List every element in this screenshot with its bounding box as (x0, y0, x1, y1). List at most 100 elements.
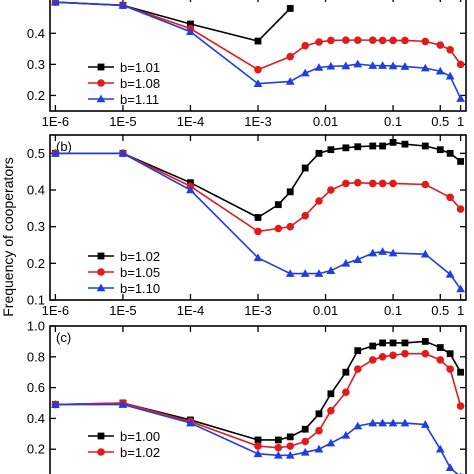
legend-marker (97, 79, 105, 87)
data-point-1 (301, 211, 310, 220)
data-point-1 (446, 45, 454, 54)
data-point-1 (421, 349, 430, 358)
data-point-2 (368, 418, 378, 427)
data-point-0 (401, 339, 409, 347)
y-tick-label: 0.4 (27, 183, 45, 198)
data-point-0 (436, 344, 444, 351)
data-point-2 (300, 269, 310, 277)
data-point-0 (369, 342, 377, 350)
data-point-0 (421, 142, 429, 150)
data-point-1 (446, 193, 454, 202)
legend-marker (97, 432, 105, 440)
y-tick-label: 1.0 (27, 319, 45, 334)
data-point-0 (187, 20, 194, 28)
data-point-2 (445, 269, 455, 278)
y-tick-label: 0.4 (27, 411, 45, 426)
series-group (51, 338, 465, 474)
data-point-2 (456, 94, 465, 102)
y-tick-label: 0.8 (27, 349, 45, 364)
data-point-0 (421, 338, 429, 345)
legend-label: b=1.05 (120, 265, 160, 280)
y-tick-label: 0.4 (27, 26, 45, 41)
y-tick-label: 0.3 (27, 57, 45, 72)
data-point-2 (341, 61, 351, 70)
data-point-0 (274, 201, 282, 209)
y-tick-label: 0.2 (27, 256, 45, 271)
data-point-1 (254, 65, 262, 74)
data-point-0 (327, 146, 335, 154)
data-point-2 (326, 61, 336, 70)
x-tick-label: 0.5 (431, 303, 449, 318)
legend-label: b=1.08 (120, 76, 160, 91)
data-point-1 (353, 365, 362, 373)
data-point-2 (378, 418, 388, 427)
data-point-0 (254, 436, 262, 444)
data-point-0 (436, 146, 444, 154)
data-point-0 (274, 436, 282, 444)
data-point-2 (400, 418, 410, 427)
data-point-2 (378, 247, 388, 255)
data-point-1 (315, 197, 323, 205)
data-point-2 (388, 61, 398, 70)
x-tick-label: 1E-5 (109, 114, 136, 129)
data-point-1 (301, 437, 310, 446)
legend-marker (97, 268, 105, 276)
data-point-0 (401, 140, 409, 148)
legend-marker (96, 283, 106, 292)
x-tick-label: 0.1 (384, 303, 402, 318)
data-point-0 (389, 138, 397, 146)
x-tick-label: 1E-6 (42, 114, 69, 129)
panel-c: 0.2 0.4 0.6 0.8 1.0 (c) b=1.00b=1.02 (27, 319, 467, 474)
data-point-1 (315, 426, 323, 435)
data-point-2 (285, 77, 295, 85)
data-point-2 (314, 63, 324, 71)
data-point-2 (51, 148, 60, 157)
data-point-1 (421, 180, 430, 189)
data-point-2 (353, 255, 363, 263)
y-tick-label: 0.5 (27, 146, 45, 161)
data-point-1 (368, 36, 377, 44)
data-point-1 (389, 179, 397, 188)
data-point-1 (327, 36, 335, 45)
data-point-1 (421, 37, 430, 46)
data-point-0 (315, 149, 323, 157)
data-point-0 (354, 143, 362, 151)
data-point-0 (301, 164, 309, 172)
x-tick-label: 1E-6 (42, 303, 69, 318)
data-point-0 (286, 433, 294, 441)
x-tick-label: 0.1 (384, 114, 402, 129)
data-point-0 (379, 142, 387, 150)
data-point-1 (436, 41, 445, 49)
data-point-2 (314, 269, 324, 277)
legend-marker (96, 94, 106, 103)
legend-label: b=1.11 (120, 92, 159, 107)
panel-a-frame (49, 0, 467, 112)
panel-b: 1E-6 1E-5 1E-4 1E-3 0.01 0.1 0.5 1 0.1 0.2 0.3 0.4 0… (27, 134, 467, 318)
data-point-1 (456, 402, 465, 410)
data-point-1 (389, 36, 397, 45)
data-point-1 (286, 442, 295, 450)
data-point-1 (274, 443, 283, 452)
data-point-1 (286, 52, 295, 61)
data-point-0 (286, 188, 294, 196)
data-point-0 (457, 158, 464, 165)
data-point-1 (353, 178, 362, 187)
data-point-1 (378, 353, 387, 361)
x-tick-label: 1E-5 (109, 303, 136, 318)
data-point-0 (389, 339, 397, 347)
y-tick-label: 0.6 (27, 380, 45, 395)
data-point-2 (368, 61, 378, 69)
data-point-2 (388, 418, 398, 427)
data-point-2 (353, 59, 363, 68)
y-tick-label: 0.2 (27, 88, 45, 103)
data-point-0 (342, 144, 350, 152)
data-point-0 (315, 410, 323, 418)
x-tick-label: 1E-4 (177, 303, 204, 318)
data-point-1 (353, 36, 362, 44)
data-point-2 (300, 447, 310, 456)
series-line-1 (55, 352, 462, 449)
data-point-1 (301, 41, 310, 50)
data-point-0 (301, 425, 309, 433)
panel-label: (b) (56, 139, 72, 154)
